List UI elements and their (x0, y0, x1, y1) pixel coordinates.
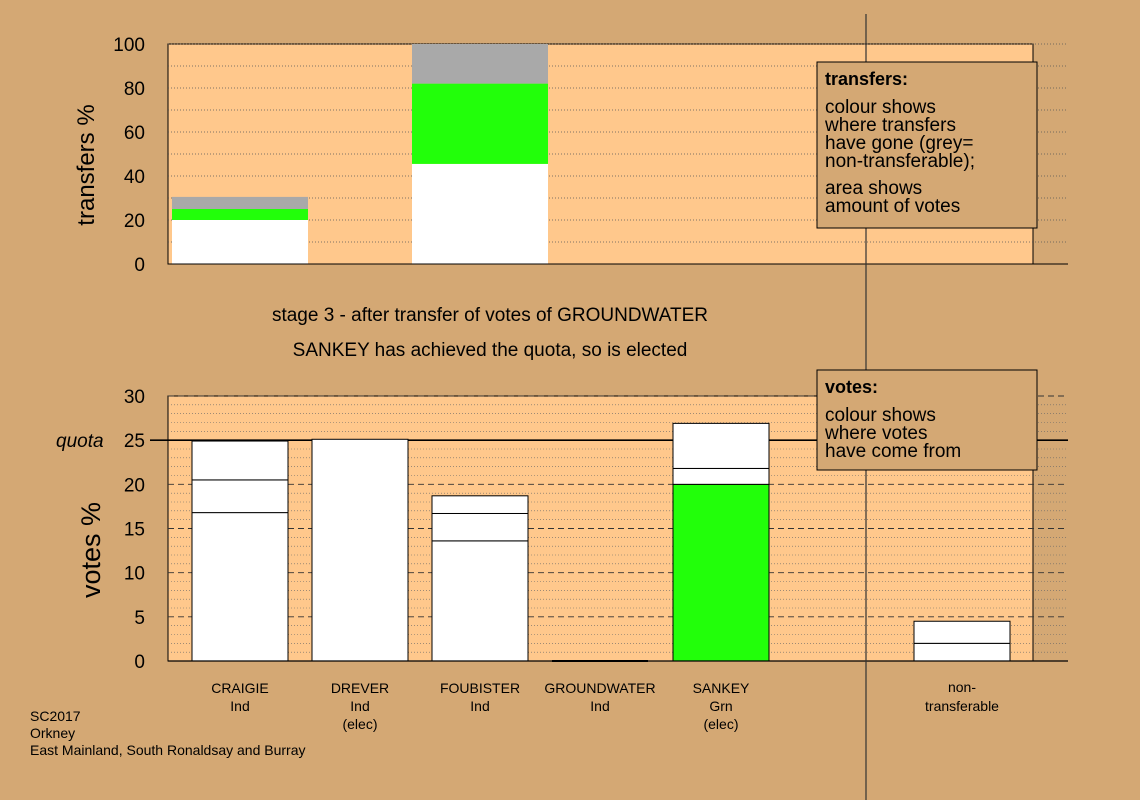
legend-transfers-title: transfers: (825, 69, 908, 89)
legend-transfers-line: colour shows (825, 97, 936, 118)
legend-transfers-line: non-transferable); (825, 151, 975, 172)
vote-segment-craigie-1 (191, 479, 289, 514)
legend-votes-box (816, 369, 1038, 471)
vote-segment-sankey-2 (672, 422, 770, 469)
vote-segment-non-transferable-0 (913, 642, 1011, 662)
votes-y-tick-label: 25 (124, 431, 145, 452)
category-label: non- (948, 679, 976, 695)
transfer-segment-craigie-white (172, 220, 308, 264)
votes-y-tick-label: 20 (124, 475, 145, 496)
category-party-label: Ind (230, 698, 249, 714)
legend-transfers-line: area shows (825, 178, 922, 199)
stage-title-line2: SANKEY has achieved the quota, so is ele… (292, 340, 688, 361)
votes-y-tick-label: 5 (134, 608, 145, 629)
footer-ward: East Mainland, South Ronaldsay and Burra… (30, 742, 306, 758)
transfers-y-tick-label: 0 (134, 255, 145, 276)
transfer-segment-craigie-green (172, 209, 308, 220)
legend-votes-title: votes: (825, 377, 878, 397)
category-label: GROUNDWATER (544, 680, 655, 696)
transfers-y-tick-label: 60 (124, 123, 145, 144)
vote-segment-sankey-0 (672, 483, 770, 662)
legend-transfers-box (816, 61, 1038, 229)
transfer-segment-foubister-green (412, 83, 548, 164)
category-elected-label: (elec) (703, 716, 738, 732)
vote-segment-sankey-1 (672, 467, 770, 485)
votes-y-tick-label: 15 (124, 520, 145, 541)
votes-y-axis-label: votes % (76, 502, 106, 598)
legend-votes-line: where votes (824, 423, 927, 444)
category-party-label: Grn (709, 698, 732, 714)
transfers-y-tick-label: 40 (124, 167, 145, 188)
category-label: DREVER (331, 680, 389, 696)
transfer-segment-craigie-grey (172, 196, 308, 209)
category-label: SANKEY (693, 680, 750, 696)
quota-label: quota (56, 431, 104, 452)
transfers-y-tick-label: 100 (113, 35, 145, 56)
category-party-label: Ind (470, 698, 489, 714)
category-label: FOUBISTER (440, 680, 520, 696)
transfer-segment-foubister-white (412, 163, 548, 264)
vote-segment-non-transferable-1 (913, 620, 1011, 644)
transfers-y-tick-label: 80 (124, 79, 145, 100)
category-party-label: Ind (590, 698, 609, 714)
vote-segment-craigie-2 (191, 440, 289, 481)
legend-transfers-line: amount of votes (825, 196, 960, 217)
legend-transfers-line: where transfers (824, 115, 956, 136)
vote-segment-craigie-0 (191, 512, 289, 662)
category-party-label: Ind (350, 698, 369, 714)
category-label: CRAIGIE (211, 680, 269, 696)
transfer-segment-foubister-grey (412, 44, 548, 84)
category-elected-label: (elec) (342, 716, 377, 732)
legend-transfers-line: have gone (grey= (825, 133, 973, 154)
transfers-y-tick-label: 20 (124, 211, 145, 232)
stage-title-line1: stage 3 - after transfer of votes of GRO… (271, 305, 709, 326)
legend-votes-line: have come from (825, 441, 961, 462)
vote-segment-foubister-0 (431, 540, 529, 662)
footer-election: SC2017 (30, 708, 81, 724)
vote-segment-foubister-1 (431, 512, 529, 542)
votes-y-tick-label: 10 (124, 564, 145, 585)
votes-y-tick-label: 0 (134, 652, 145, 673)
transfers-y-axis-label: transfers % (73, 104, 100, 225)
category-label: transferable (925, 698, 999, 714)
votes-y-tick-label: 30 (124, 387, 145, 408)
vote-segment-drever-0 (311, 438, 409, 662)
legend-votes-line: colour shows (825, 405, 936, 426)
footer-council: Orkney (30, 725, 76, 741)
vote-segment-foubister-2 (431, 495, 529, 514)
